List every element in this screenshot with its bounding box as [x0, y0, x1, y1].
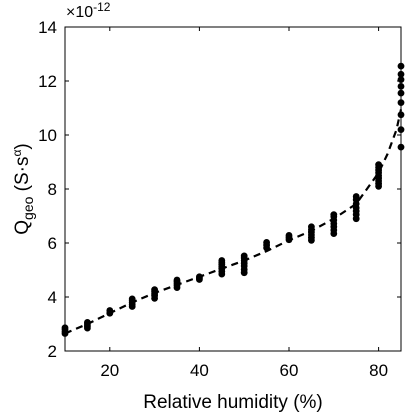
y-tick-label: 14 [38, 18, 57, 37]
plot-frame [64, 26, 402, 352]
exponent-prefix: ×10 [66, 4, 93, 21]
y-tick-label: 2 [48, 342, 57, 361]
data-point [308, 223, 315, 231]
data-point [173, 276, 181, 284]
y-tick-label: 10 [38, 126, 57, 145]
x-tick-label: 60 [280, 361, 299, 380]
y-tick-label: 6 [48, 234, 57, 253]
exponent-power: -12 [93, 0, 111, 14]
y-label-close: ) [12, 143, 33, 149]
exponent-label: ×10-12 [66, 0, 111, 21]
x-tick-label: 80 [369, 361, 388, 380]
y-label-sub: geo [20, 196, 36, 220]
data-point [375, 161, 382, 169]
data-point [330, 211, 338, 219]
y-label-alpha: α [10, 150, 24, 157]
y-tick-label: 8 [48, 180, 57, 199]
data-point [218, 257, 226, 264]
fit-line [64, 109, 403, 335]
y-label-open: (S [12, 172, 33, 196]
data-point [352, 193, 360, 200]
x-tick-label: 40 [190, 361, 209, 380]
data-layer [61, 62, 405, 337]
y-label-q: Q [12, 220, 33, 235]
data-point [263, 239, 270, 246]
y-label-s: s [12, 157, 33, 167]
x-axis-label: Relative humidity (%) [143, 392, 323, 413]
x-tick-label: 20 [100, 361, 119, 380]
data-point [240, 252, 248, 260]
data-point [285, 232, 293, 239]
y-label-dot: · [12, 166, 33, 172]
tick-layer: 20 40 60 80 2 4 6 8 10 12 14 [38, 18, 401, 380]
y-tick-label: 4 [48, 288, 57, 307]
y-tick-label: 12 [38, 72, 57, 91]
y-axis-label: Qgeo (S·sα) [10, 143, 36, 235]
